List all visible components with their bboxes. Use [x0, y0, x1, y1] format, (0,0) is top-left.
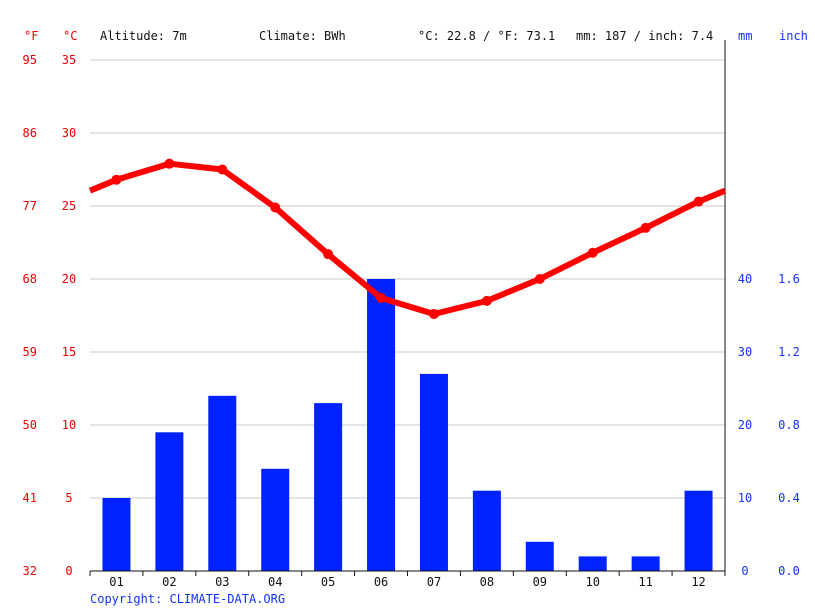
tick-labels: 32 0 41 5 50 10 59 15 68 20 77 25 86 30 95 35 0 0.0 10 0.4 2…: [23, 53, 800, 589]
temperature-point: [217, 164, 228, 175]
inch-tick-label: 0.0: [778, 564, 800, 578]
fahrenheit-unit-label: °F: [24, 29, 38, 43]
month-tick-label: 08: [480, 575, 494, 589]
inch-unit-label: inch: [779, 29, 808, 43]
precipitation-bar: [208, 395, 237, 571]
month-tick-label: 10: [585, 575, 599, 589]
temperature-point: [376, 292, 387, 303]
month-tick-label: 07: [427, 575, 441, 589]
fahrenheit-tick-label: 59: [23, 345, 37, 359]
precipitation-bar: [155, 432, 184, 571]
temperature-point: [640, 222, 651, 233]
mm-tick-label: 0: [741, 564, 748, 578]
grid-lines: [90, 59, 725, 499]
celsius-unit-label: °C: [63, 29, 77, 43]
temperature-line-path: [88, 160, 727, 317]
month-tick-label: 09: [533, 575, 547, 589]
fahrenheit-tick-label: 95: [23, 53, 37, 67]
precipitation-total-label: mm: 187 / inch: 7.4: [576, 29, 713, 43]
precipitation-bar: [261, 468, 290, 571]
temperature-average-label: °C: 22.8 / °F: 73.1: [418, 29, 555, 43]
celsius-tick-label: 20: [62, 272, 76, 286]
temperature-point: [693, 196, 704, 207]
fahrenheit-tick-label: 86: [23, 126, 37, 140]
celsius-tick-label: 10: [62, 418, 76, 432]
inch-tick-label: 0.8: [778, 418, 800, 432]
inch-tick-label: 1.6: [778, 272, 800, 286]
month-tick-label: 03: [215, 575, 229, 589]
precipitation-bar: [367, 279, 396, 571]
inch-tick-label: 1.2: [778, 345, 800, 359]
mm-tick-label: 30: [738, 345, 752, 359]
precipitation-bars: [102, 279, 713, 571]
fahrenheit-tick-label: 50: [23, 418, 37, 432]
temperature-point: [323, 249, 334, 260]
celsius-tick-label: 0: [65, 564, 72, 578]
celsius-tick-label: 5: [65, 491, 72, 505]
precipitation-bar: [102, 498, 131, 571]
month-tick-label: 05: [321, 575, 335, 589]
precipitation-bar: [314, 403, 343, 571]
fahrenheit-tick-label: 77: [23, 199, 37, 213]
mm-tick-label: 20: [738, 418, 752, 432]
mm-unit-label: mm: [738, 29, 752, 43]
celsius-tick-label: 35: [62, 53, 76, 67]
temperature-point: [111, 174, 122, 185]
mm-tick-label: 40: [738, 272, 752, 286]
celsius-tick-label: 30: [62, 126, 76, 140]
fahrenheit-tick-label: 68: [23, 272, 37, 286]
temperature-point: [270, 202, 281, 213]
temperature-line: [88, 158, 727, 320]
copyright-label: Copyright: CLIMATE-DATA.ORG: [90, 592, 285, 606]
precipitation-bar: [419, 373, 448, 571]
month-tick-label: 12: [691, 575, 705, 589]
precipitation-bar: [472, 490, 501, 571]
precipitation-bar: [631, 556, 660, 571]
celsius-tick-label: 15: [62, 345, 76, 359]
celsius-tick-label: 25: [62, 199, 76, 213]
fahrenheit-tick-label: 32: [23, 564, 37, 578]
precipitation-bar: [684, 490, 713, 571]
climate-label: Climate: BWh: [259, 29, 346, 43]
temperature-point: [428, 309, 439, 320]
precipitation-bar: [578, 556, 607, 571]
month-tick-label: 06: [374, 575, 388, 589]
temperature-point: [587, 247, 598, 258]
inch-tick-label: 0.4: [778, 491, 800, 505]
month-tick-label: 02: [162, 575, 176, 589]
temperature-point: [164, 158, 175, 169]
month-tick-label: 01: [109, 575, 123, 589]
temperature-point: [534, 274, 545, 284]
temperature-point: [481, 295, 492, 306]
month-tick-label: 04: [268, 575, 282, 589]
mm-tick-label: 10: [738, 491, 752, 505]
axes: [89, 40, 726, 576]
fahrenheit-tick-label: 41: [23, 491, 37, 505]
month-tick-label: 11: [638, 575, 652, 589]
precipitation-bar: [525, 541, 554, 571]
altitude-label: Altitude: 7m: [100, 29, 187, 43]
